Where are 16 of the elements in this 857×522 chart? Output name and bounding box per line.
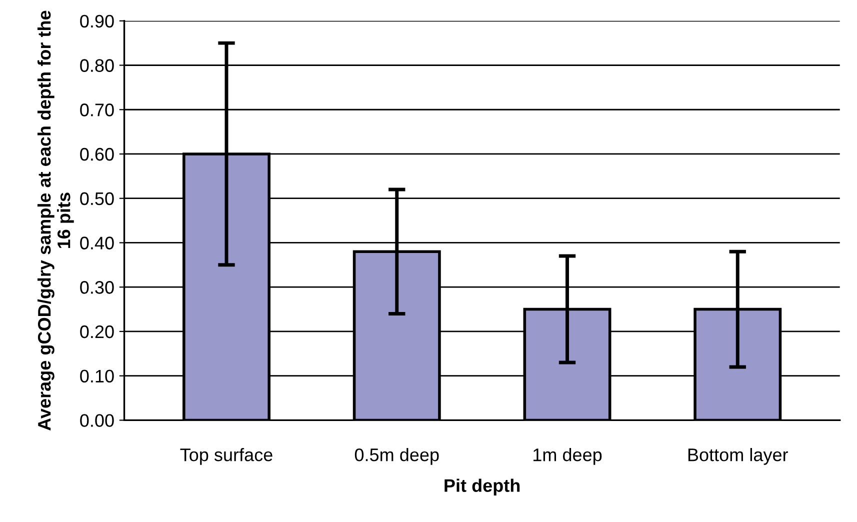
y-axis-title: Average gCOD/gdry sample at each depth for the 16 pits (37, 10, 74, 430)
y-tick-label: 0.40 (80, 236, 114, 250)
y-tick-label: 0.60 (80, 148, 114, 161)
x-axis-title: Pit depth (444, 478, 520, 496)
y-tick-label: 0.50 (80, 192, 114, 206)
y-tick-label: 0.00 (80, 414, 114, 427)
y-tick-label: 0.90 (80, 14, 114, 28)
y-tick-label: 0.70 (80, 104, 114, 116)
x-tick-label: 0.5m deep (354, 448, 439, 465)
x-tick-label: 1m deep (534, 448, 602, 465)
y-tick-label: 0.30 (80, 281, 114, 294)
x-tick-label: Top surface (180, 448, 272, 465)
x-tick-label: Bottom layer (688, 448, 788, 465)
y-tick-label: 0.10 (80, 370, 114, 383)
y-tick-label: 0.20 (80, 325, 114, 338)
y-tick-label: 0.80 (80, 59, 114, 72)
